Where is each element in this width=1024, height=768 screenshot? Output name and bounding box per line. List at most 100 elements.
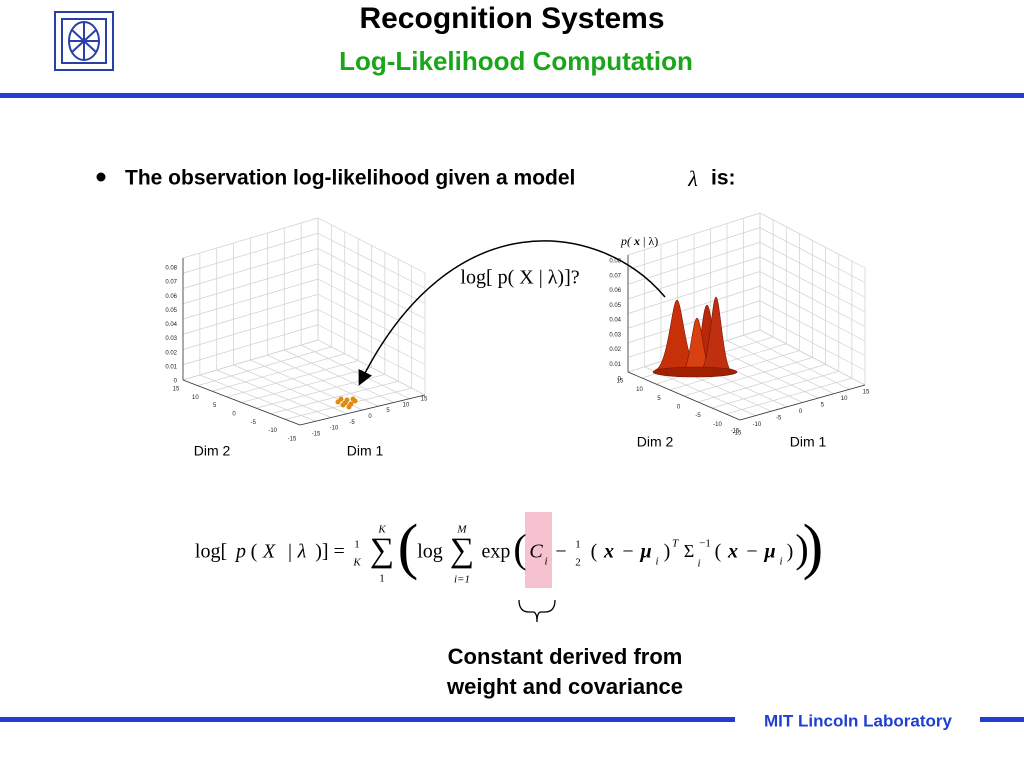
- formula-part: T: [672, 538, 679, 550]
- grid-line: [182, 263, 319, 305]
- formula-part: ): [664, 541, 671, 563]
- formula-part: 2: [575, 557, 581, 569]
- right-peaks: [652, 296, 738, 378]
- bullet-text: The observation log-likelihood given a m…: [125, 167, 575, 190]
- grid-line: [270, 380, 399, 415]
- footer-rule: [980, 717, 1024, 722]
- grid-line: [759, 256, 866, 313]
- y-tick-label: 0: [232, 412, 236, 418]
- title: Recognition Systems: [359, 2, 664, 35]
- z-tick-label: 0.06: [609, 288, 621, 294]
- grid-line: [317, 248, 426, 304]
- density-label: p(: [620, 234, 632, 248]
- x-tick-label: -15: [312, 432, 321, 438]
- y-tick-label: -5: [251, 420, 257, 426]
- z-tick-label: 0.05: [165, 308, 177, 314]
- formula-part: )] =: [315, 541, 345, 563]
- grid-line: [300, 344, 410, 400]
- formula-part: i=1: [454, 574, 470, 586]
- x-tick-label: -5: [776, 416, 782, 422]
- formula-part: λ: [297, 541, 307, 563]
- grid-line: [284, 349, 394, 403]
- x-tick-label: 10: [841, 396, 848, 402]
- z-tick-label: 0.04: [609, 318, 621, 324]
- formula-part: C: [529, 541, 543, 563]
- footer-lab: MIT Lincoln Laboratory: [764, 711, 952, 730]
- question-label: log[ p( X | λ)]?: [460, 267, 579, 289]
- caption: weight and covariance: [446, 674, 683, 699]
- z-tick-label: 0: [174, 379, 178, 385]
- formula-part: μ: [639, 541, 651, 563]
- header-rule: [0, 93, 1024, 98]
- y-tick-label: 15: [617, 379, 624, 385]
- bullet-tail: is:: [711, 167, 736, 190]
- z-tick-label: 0.01: [165, 364, 177, 370]
- x-axis-label: Dim 1: [347, 443, 384, 459]
- formula-part: −: [746, 541, 757, 563]
- left-samples: [335, 396, 358, 410]
- formula-part: (: [715, 541, 722, 563]
- x-axis-label: Dim 1: [790, 434, 827, 450]
- x-tick-label: 5: [386, 408, 390, 414]
- grid-line: [710, 345, 819, 399]
- grid-line: [317, 232, 426, 289]
- y-tick-label: 5: [657, 396, 661, 402]
- y-axis-label: Dim 2: [194, 443, 231, 459]
- plot-3d: 0 0.01 0.02 0.03 0.04 0.05 0.06 0.07 0.08 15 10 5 0 -…: [609, 212, 870, 450]
- brace: [518, 599, 556, 623]
- formula-part: p: [234, 541, 246, 563]
- z-tick-label: 0.02: [609, 347, 621, 353]
- x-tick-label: 15: [863, 390, 870, 396]
- grid-line: [627, 256, 761, 300]
- z-tick-label: 0.07: [165, 280, 177, 286]
- formula-part: M: [456, 524, 467, 536]
- x-tick-label: 10: [403, 402, 410, 408]
- formula-part: −: [622, 541, 633, 563]
- grid-line: [759, 329, 866, 386]
- x-tick-label: 5: [821, 403, 825, 409]
- z-tick-label: 0.06: [165, 294, 177, 300]
- grid-line: [317, 339, 426, 396]
- grid-line: [743, 334, 850, 390]
- formula-part: ∑: [370, 532, 394, 569]
- x-tick-label: 0: [799, 409, 803, 415]
- grid-line: [627, 271, 761, 314]
- grid-line: [627, 227, 761, 270]
- formula-part: i: [655, 556, 658, 568]
- formula-part: μ: [763, 541, 775, 563]
- y-tick-label: -5: [695, 413, 701, 419]
- x-tick-label: -10: [752, 422, 761, 428]
- grid-line: [182, 232, 319, 274]
- grid-line: [285, 387, 412, 420]
- formula-part: −1: [699, 538, 711, 550]
- grid-line: [725, 377, 852, 415]
- formula-part: ): [787, 541, 794, 563]
- formula-part: 1: [575, 539, 581, 551]
- y-tick-label: -10: [268, 428, 277, 434]
- y-tick-label: -15: [733, 431, 742, 437]
- y-tick-label: 15: [173, 387, 180, 393]
- y-tick-label: -15: [288, 437, 297, 443]
- bullet-dot: [96, 172, 106, 182]
- formula-part: i: [544, 556, 547, 568]
- formula-part: −: [555, 541, 566, 563]
- formula-part: ): [795, 526, 808, 571]
- grid-line: [683, 357, 813, 397]
- z-tick-label: 0.04: [165, 322, 177, 328]
- z-tick-label: 0.02: [165, 350, 177, 356]
- axis-line: [299, 394, 426, 426]
- plots: 0 0.01 0.02 0.03 0.04 0.05 0.06 0.07 0.08 15 10 5 0 -…: [165, 212, 870, 459]
- x-tick-label: 0: [368, 414, 372, 420]
- grid-line: [697, 364, 826, 403]
- y-tick-label: 0: [677, 405, 681, 411]
- grid-line: [759, 241, 866, 298]
- grid-line: [182, 248, 319, 289]
- formula-part: 1: [379, 573, 385, 585]
- x-tick-label: -15: [731, 429, 740, 435]
- z-tick-label: 0.03: [165, 336, 177, 342]
- formula-part: 1: [354, 539, 360, 551]
- grid-line: [627, 212, 761, 256]
- logo: [54, 11, 114, 71]
- density-label: | λ): [643, 234, 658, 248]
